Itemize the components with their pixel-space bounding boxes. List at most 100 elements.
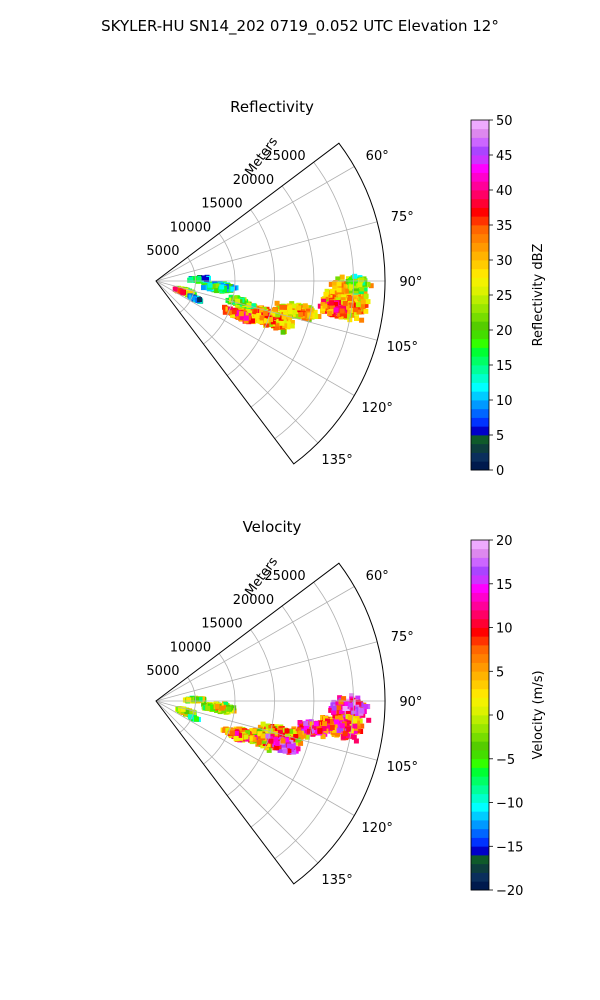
colorbar-segment bbox=[471, 557, 489, 567]
angular-tick-label: 75° bbox=[391, 210, 414, 225]
echo-cell bbox=[363, 293, 369, 299]
echo-cell bbox=[346, 726, 352, 732]
echo-cell bbox=[288, 728, 294, 734]
echo-cell bbox=[290, 743, 296, 749]
echo-cell bbox=[267, 322, 273, 327]
echo-cell bbox=[291, 303, 297, 309]
echo-cell bbox=[208, 704, 214, 710]
colorbar-segment bbox=[471, 583, 489, 593]
echo-cell bbox=[273, 736, 279, 742]
echo-cell bbox=[359, 708, 365, 714]
echo-cell bbox=[211, 284, 217, 289]
echo-cell bbox=[359, 309, 365, 315]
echo-cell bbox=[186, 697, 192, 703]
echo-cell bbox=[283, 304, 289, 310]
echo-cell bbox=[345, 314, 351, 319]
colorbar-segment bbox=[471, 662, 489, 672]
angular-tick-label: 105° bbox=[387, 760, 418, 775]
echo-cell bbox=[347, 296, 353, 302]
echo-cell bbox=[328, 281, 334, 287]
colorbar-segment bbox=[471, 303, 489, 313]
echo-cell bbox=[336, 712, 342, 718]
echo-cell bbox=[240, 732, 246, 738]
angular-gridline bbox=[155, 700, 319, 864]
colorbar-segment bbox=[471, 242, 489, 252]
echo-cells bbox=[175, 693, 372, 755]
echo-cell bbox=[341, 696, 347, 702]
angular-tick-label: 135° bbox=[321, 873, 352, 888]
echo-cell bbox=[262, 310, 268, 316]
colorbar-segment bbox=[471, 216, 489, 226]
echo-cell bbox=[215, 283, 221, 289]
echo-cell bbox=[360, 299, 366, 305]
angular-gridline bbox=[155, 586, 355, 702]
colorbar-tick-label: −20 bbox=[496, 884, 523, 899]
echo-cell bbox=[345, 711, 351, 716]
colorbar-segment bbox=[471, 356, 489, 366]
echo-cell bbox=[320, 308, 325, 314]
reflectivity-panel: Reflectivity 5000 10000 15000 20000 25000 60° 7… bbox=[146, 98, 546, 479]
echo-cell bbox=[250, 303, 256, 309]
colorbar-segment bbox=[471, 601, 489, 611]
angular-tick-label: 135° bbox=[321, 453, 352, 468]
echo-cell bbox=[289, 746, 295, 752]
colorbar-segment bbox=[471, 295, 489, 305]
angular-tick-label: 75° bbox=[391, 630, 414, 645]
echo-cell bbox=[334, 290, 340, 296]
echo-cell bbox=[360, 303, 365, 309]
echo-cell bbox=[347, 715, 353, 720]
colorbar-tick-label: 25 bbox=[496, 289, 513, 304]
echo-cell bbox=[341, 699, 347, 705]
echo-cell bbox=[348, 284, 354, 290]
echo-cell bbox=[301, 729, 307, 734]
echo-cell bbox=[261, 724, 267, 730]
echo-cell bbox=[325, 718, 330, 724]
colorbar-segment bbox=[471, 881, 489, 891]
echo-cell bbox=[279, 320, 285, 326]
echo-cell bbox=[331, 730, 337, 736]
colorbar-segment bbox=[471, 846, 489, 856]
echo-cell bbox=[340, 311, 346, 317]
echo-cell bbox=[275, 316, 281, 322]
colorbar-segment bbox=[471, 435, 489, 445]
echo-cell bbox=[289, 323, 295, 329]
colorbar-tick-label: 0 bbox=[496, 709, 504, 724]
angular-tick-label: 105° bbox=[387, 340, 418, 355]
echo-cell bbox=[330, 722, 336, 728]
echo-cell bbox=[366, 717, 372, 723]
echo-cell bbox=[356, 724, 361, 730]
echo-cell bbox=[353, 283, 359, 289]
colorbar-segment bbox=[471, 400, 489, 410]
colorbar-segment bbox=[471, 225, 489, 235]
echo-cell bbox=[295, 737, 301, 743]
echo-cell bbox=[327, 311, 333, 317]
echo-cell bbox=[293, 734, 299, 739]
echo-cell bbox=[323, 298, 329, 304]
echo-cell bbox=[341, 702, 347, 708]
echo-cell bbox=[338, 726, 344, 732]
echo-cell bbox=[324, 288, 330, 294]
echo-cell bbox=[339, 723, 345, 729]
panel-title: Reflectivity bbox=[230, 98, 314, 116]
echo-cell bbox=[322, 721, 328, 727]
echo-cell bbox=[275, 312, 281, 318]
echo-cell bbox=[336, 287, 342, 293]
echo-cell bbox=[334, 719, 340, 725]
echo-cell bbox=[329, 305, 335, 311]
radial-gridline bbox=[227, 209, 275, 376]
echo-cell bbox=[335, 297, 341, 303]
radial-gridline bbox=[179, 676, 196, 733]
echo-cell bbox=[289, 320, 295, 325]
echo-cell bbox=[284, 737, 289, 743]
echo-cell bbox=[265, 723, 271, 729]
colorbar-segment bbox=[471, 365, 489, 375]
echo-cell bbox=[268, 725, 274, 730]
colorbar-segment bbox=[471, 330, 489, 340]
echo-cell bbox=[286, 743, 292, 749]
echo-cell bbox=[294, 741, 300, 747]
echo-cell bbox=[263, 318, 269, 324]
echo-cell bbox=[354, 278, 360, 283]
colorbar-tick-label: 50 bbox=[496, 114, 513, 129]
colorbar-segment bbox=[471, 671, 489, 681]
echo-cell bbox=[177, 706, 183, 712]
